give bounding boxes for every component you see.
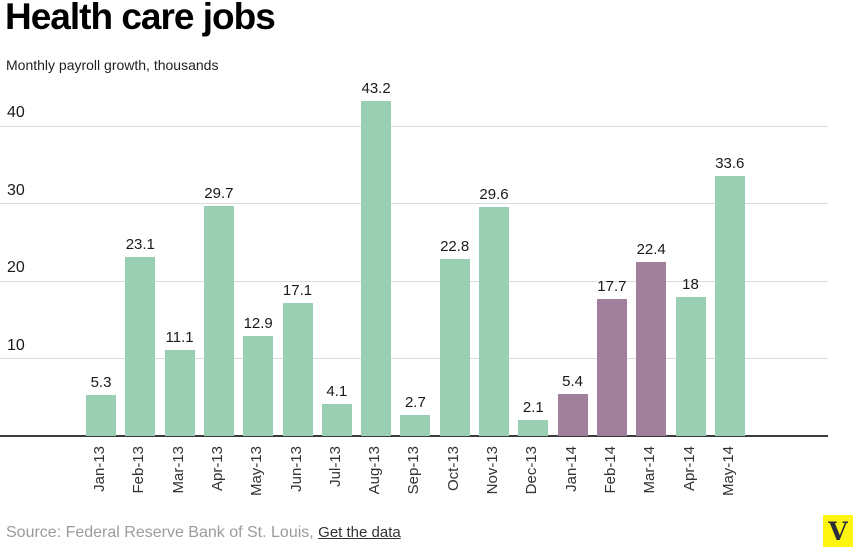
bar-Mar-14 — [636, 262, 667, 436]
bar-Feb-13 — [125, 256, 156, 436]
x-axis-label: Apr-14 — [680, 446, 698, 492]
bar-value-label: 2.7 — [404, 394, 426, 412]
x-axis-label: Nov-13 — [484, 446, 501, 495]
x-axis-label: Jan-13 — [91, 446, 108, 492]
y-axis-label: 30 — [7, 181, 25, 199]
bar-Apr-14 — [675, 296, 706, 436]
chart-title: Health care jobs — [5, 0, 276, 37]
bar-value-label: 29.7 — [204, 184, 234, 202]
y-axis-label: 20 — [7, 259, 25, 276]
bar-Oct-13 — [439, 259, 470, 436]
x-axis-label: Jun-13 — [287, 446, 305, 492]
bar-value-label: 33.6 — [715, 154, 745, 172]
x-axis-label: Mar-14 — [641, 446, 659, 494]
chart-subtitle: Monthly payroll growth, thousands — [6, 57, 219, 73]
bar-value-label: 43.2 — [361, 80, 391, 98]
bar-Jan-14 — [557, 394, 588, 436]
x-axis-label: Apr-13 — [208, 446, 226, 492]
x-axis-label: Feb-14 — [601, 446, 619, 494]
bar-Apr-13 — [203, 205, 234, 436]
bar-Jun-13 — [282, 303, 313, 436]
bar-value-label: 23.1 — [125, 235, 155, 253]
bar-Feb-14 — [596, 298, 627, 436]
bar-May-13 — [243, 336, 274, 436]
gridline — [0, 203, 828, 204]
vox-logo: V — [823, 515, 853, 547]
bar-Mar-13 — [164, 349, 195, 436]
bar-value-label: 22.4 — [636, 241, 666, 259]
bar-value-label: 2.1 — [522, 398, 544, 416]
bar-value-label: 29.6 — [479, 185, 509, 203]
y-axis-label: 10 — [7, 336, 25, 354]
bar-Jan-13 — [86, 394, 116, 436]
bar-Nov-13 — [479, 206, 509, 436]
bar-value-label: 11.1 — [165, 328, 194, 346]
bar-value-label: 5.4 — [562, 373, 584, 391]
bar-Aug-13 — [361, 101, 392, 436]
x-axis-label: May-14 — [719, 446, 737, 497]
source-text: Source: Federal Reserve Bank of St. Loui… — [6, 524, 319, 541]
y-axis-label: 40 — [7, 104, 25, 121]
source-line: Source: Federal Reserve Bank of St. Loui… — [6, 524, 401, 542]
x-axis-label: Aug-13 — [366, 446, 384, 495]
gridline — [0, 280, 828, 282]
bar-Sep-13 — [400, 415, 431, 436]
bar-Dec-13 — [518, 419, 549, 436]
vox-logo-letter: V — [828, 516, 848, 546]
gridline — [0, 358, 828, 359]
bar-value-label: 18 — [682, 275, 699, 293]
x-axis-label: Jul-13 — [326, 446, 344, 487]
x-axis-line — [0, 435, 828, 437]
bar-value-label: 17.7 — [597, 277, 627, 295]
bar-Jul-13 — [321, 404, 352, 436]
x-axis-label: Feb-13 — [130, 446, 148, 494]
x-axis-label: Mar-13 — [169, 446, 187, 494]
bar-value-label: 12.9 — [243, 315, 273, 333]
get-the-data-link[interactable]: Get the data — [318, 524, 401, 541]
bar-value-label: 22.8 — [440, 238, 470, 256]
bar-value-label: 17.1 — [282, 282, 313, 300]
x-axis-label: Dec-13 — [523, 446, 541, 495]
bar-May-14 — [714, 175, 745, 436]
bar-value-label: 5.3 — [90, 373, 112, 391]
bar-value-label: 4.1 — [326, 383, 348, 401]
x-axis-label: May-13 — [248, 446, 266, 497]
x-axis-label: Jan-14 — [562, 446, 580, 492]
x-axis-label: Oct-13 — [444, 446, 462, 492]
x-axis-label: Sep-13 — [405, 446, 423, 495]
gridline — [0, 125, 828, 127]
